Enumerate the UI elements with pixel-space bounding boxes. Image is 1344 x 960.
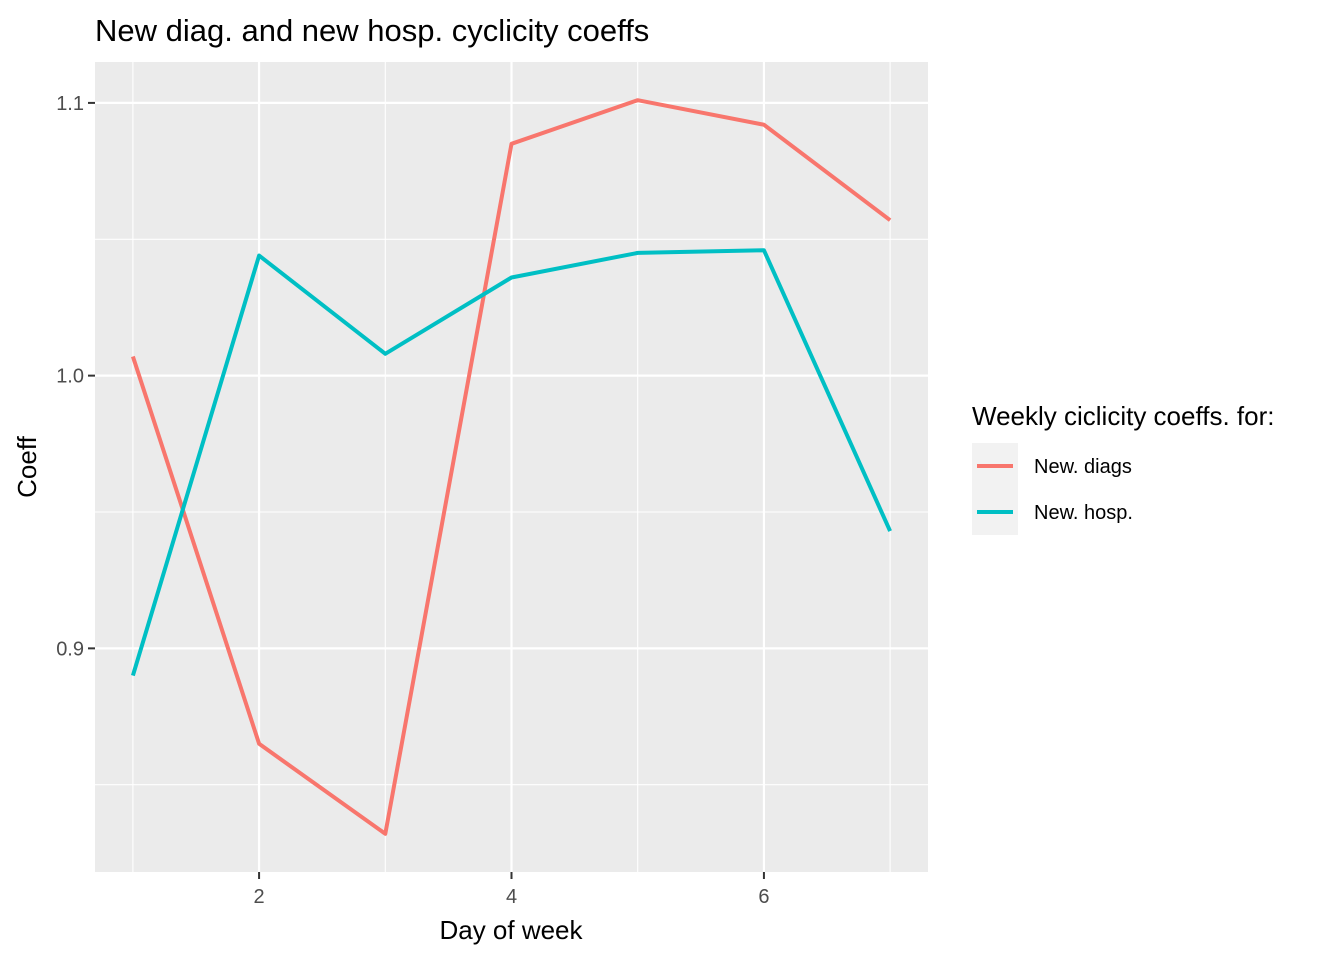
major-gridlines [95,62,928,872]
x-axis-ticks: 2 4 6 [254,872,769,908]
legend-key-background [972,443,1018,535]
series-line-0 [130,98,892,836]
y-tick-label-0: 0.9 [56,638,84,660]
y-axis-ticks: 0.9 1.0 1.1 [56,93,95,660]
x-tick-label-0: 2 [254,886,265,908]
series-line-1 [130,248,892,677]
legend-items: New. diags New. hosp. [977,456,1133,524]
series-lines [130,98,892,836]
legend-label-1: New. hosp. [1034,502,1133,524]
legend-title: Weekly ciclicity coeffs. for: [972,401,1274,431]
y-tick-label-1: 1.0 [56,366,84,388]
x-tick-label-1: 4 [506,886,517,908]
x-tick-label-2: 6 [758,886,769,908]
legend-label-0: New. diags [1034,456,1132,478]
y-axis-title: Coeff [12,435,42,497]
chart-title: New diag. and new hosp. cyclicity coeffs [95,13,649,48]
y-tick-label-2: 1.1 [56,93,84,115]
x-axis-title: Day of week [439,915,583,945]
legend: Weekly ciclicity coeffs. for: New. diags… [972,401,1274,535]
